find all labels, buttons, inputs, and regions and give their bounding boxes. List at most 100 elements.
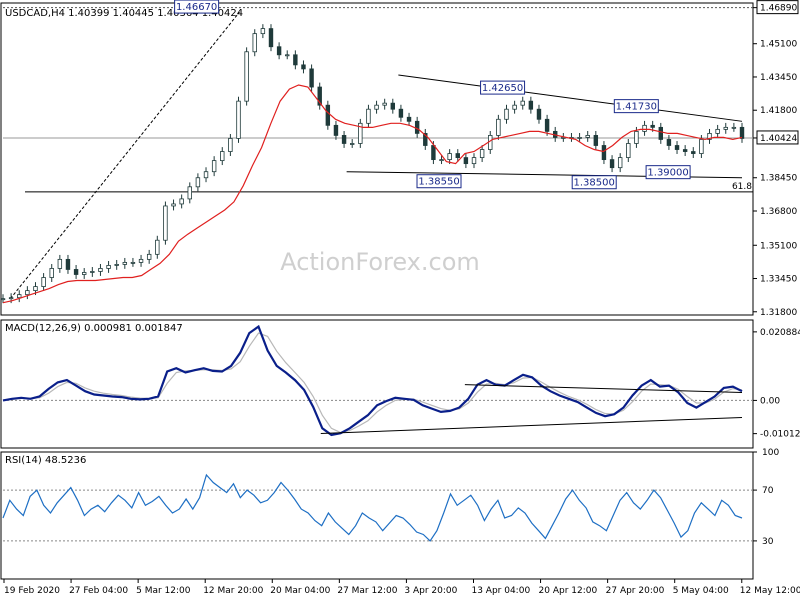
time-tick-label: 12 Mar 20:00 xyxy=(203,586,263,596)
macd-panel-frame xyxy=(0,319,754,449)
macd-lower-trend-line xyxy=(320,416,743,435)
price-annotation-label: 1.39000 xyxy=(647,168,688,179)
time-tick-label: 20 Mar 04:00 xyxy=(270,586,330,596)
candle-body xyxy=(674,145,680,150)
chart-title: USDCAD,H4 1.40399 1.40445 1.40364 1.4042… xyxy=(5,8,243,19)
macd-panel: MACD(12,26,9) 0.000981 0.001847 xyxy=(0,319,754,449)
candle-body xyxy=(398,108,404,118)
rsi-line xyxy=(2,473,743,542)
candle-body xyxy=(90,271,95,273)
candle-body xyxy=(252,33,257,53)
candle-body xyxy=(276,46,282,56)
candle-body xyxy=(358,122,363,144)
candle-body xyxy=(471,157,477,165)
candle-body xyxy=(146,253,152,260)
upper-trend-line xyxy=(398,74,743,122)
rsi-panel-frame xyxy=(0,451,754,580)
candle-body xyxy=(130,261,136,264)
price-annotation-box xyxy=(174,0,220,14)
time-tick-label: 27 Apr 20:00 xyxy=(606,586,665,596)
moving-average-series xyxy=(2,84,743,304)
candle-body xyxy=(41,277,46,287)
candle-body xyxy=(73,269,79,275)
candle-body xyxy=(723,126,728,130)
time-tick-label: 5 May 04:00 xyxy=(673,586,729,596)
macd-lines xyxy=(2,324,753,437)
candle-body xyxy=(561,137,566,139)
price-annotations: 1.46670 1.42650 1.41730 1.38550 1.38500 1.390… xyxy=(174,0,752,192)
watermark: ActionForex.com xyxy=(280,248,480,276)
candle-body xyxy=(585,135,590,138)
rsi-lines xyxy=(2,473,753,542)
candle-body xyxy=(666,139,672,146)
price-y-tick-label: 1.35100 xyxy=(760,241,797,251)
candle-body xyxy=(244,51,249,102)
price-y-tick-label: 1.41800 xyxy=(760,106,797,116)
price-y-label-box xyxy=(756,130,799,145)
rsi-y-tick-label: 70 xyxy=(762,486,774,496)
macd-y-axis: 0.020884 0.00 -0.010121 xyxy=(753,328,800,440)
candle-body xyxy=(504,108,509,120)
candle-body xyxy=(496,118,501,136)
time-axis: 19 Feb 2020 27 Feb 04:00 5 Mar 12:00 12 Mar… xyxy=(3,579,800,596)
candle-body xyxy=(301,64,306,70)
candle-body xyxy=(512,104,517,110)
candle-body xyxy=(707,133,712,140)
rsi-y-tick-label: 30 xyxy=(762,537,774,547)
macd-upper-trend-line xyxy=(464,384,743,394)
candle-body xyxy=(439,159,444,162)
candle-body xyxy=(220,151,225,162)
macd-title: MACD(12,26,9) 0.000981 0.001847 xyxy=(5,323,183,334)
candle-body xyxy=(609,159,615,169)
candle-body xyxy=(414,120,420,134)
ma-line xyxy=(2,84,743,304)
candle-body xyxy=(447,153,452,161)
candle-body xyxy=(463,157,469,165)
price-y-tick-label: 1.33450 xyxy=(760,275,797,285)
candle-body xyxy=(341,135,347,144)
candle-body xyxy=(390,102,396,110)
price-y-label-box xyxy=(756,0,799,15)
candle-body xyxy=(431,145,436,161)
candle-body xyxy=(122,261,128,265)
candle-body xyxy=(114,264,119,266)
price-annotation-box xyxy=(645,165,691,180)
candle-body xyxy=(195,177,201,188)
candle-body xyxy=(106,265,111,269)
candle-body xyxy=(634,130,639,144)
price-annotation-box xyxy=(416,174,462,189)
candle-body xyxy=(98,268,103,272)
candle-body xyxy=(528,100,534,110)
candle-body xyxy=(544,118,550,132)
candle-body xyxy=(577,137,582,139)
candle-body xyxy=(57,258,63,269)
candle-body xyxy=(49,268,54,278)
candle-body xyxy=(333,124,339,136)
price-y-tick-label: 1.40424 xyxy=(760,134,797,144)
time-tick-label: 12 May 12:00 xyxy=(740,586,800,596)
price-y-tick-label: 1.31800 xyxy=(760,308,797,318)
rally-trend-line xyxy=(9,11,240,299)
candle-body xyxy=(236,100,241,139)
candle-body xyxy=(601,145,607,161)
candle-body xyxy=(33,286,38,292)
candle-body xyxy=(171,203,176,207)
candle-body xyxy=(211,160,217,173)
candle-body xyxy=(293,54,298,66)
fib-618-label: 61.8 xyxy=(732,182,752,192)
macd-y-tick-label: 0.00 xyxy=(760,396,780,406)
candle-body xyxy=(285,54,290,57)
candle-body xyxy=(25,290,30,296)
candle-body xyxy=(155,239,160,255)
candle-body xyxy=(268,28,274,48)
candle-body xyxy=(739,126,745,139)
price-panel: USDCAD,H4 1.40399 1.40445 1.40364 1.4042… xyxy=(0,0,754,316)
rsi-title: RSI(14) 48.5236 xyxy=(5,455,86,466)
candle-body xyxy=(82,272,87,275)
candle-body xyxy=(382,102,387,106)
candle-body xyxy=(423,133,428,146)
price-annotation-label: 1.42650 xyxy=(482,83,523,94)
price-y-tick-label: 1.46890 xyxy=(760,4,797,14)
candle-body xyxy=(325,104,331,126)
candle-body xyxy=(8,297,14,300)
